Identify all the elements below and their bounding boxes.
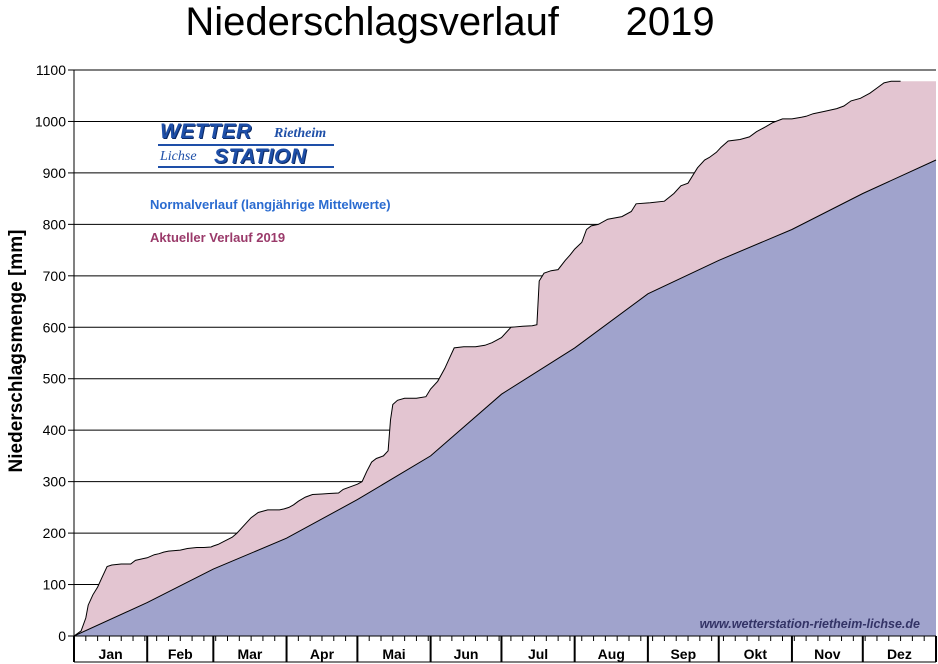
tick-labels: 0 100 200 300 400 500 600 700 800 900 1000 1100 Jan F… bbox=[35, 62, 912, 662]
wetterstation-logo: WETTER Rietheim Lichse STATION bbox=[158, 120, 338, 172]
month-label: Jun bbox=[454, 646, 479, 662]
area-series bbox=[73, 80, 937, 637]
axes bbox=[68, 69, 937, 663]
month-label: Nov bbox=[814, 646, 841, 662]
y-tick-label: 0 bbox=[58, 628, 66, 644]
footer-url: www.wetterstation-rietheim-lichse.de bbox=[699, 617, 920, 631]
y-tick-label: 900 bbox=[43, 165, 67, 181]
logo-word-wetter: WETTER bbox=[160, 120, 252, 143]
y-tick-label: 200 bbox=[43, 525, 67, 541]
y-tick-label: 600 bbox=[43, 319, 67, 335]
month-label: Mai bbox=[382, 646, 405, 662]
chart-title: Niederschlagsverlauf bbox=[185, 0, 559, 44]
logo-word-station: STATION bbox=[214, 145, 307, 168]
chart-title-row: Niederschlagsverlauf 2019 bbox=[0, 0, 900, 45]
y-tick-label: 300 bbox=[43, 474, 67, 490]
month-label: Feb bbox=[168, 646, 193, 662]
actual-line bbox=[73, 80, 901, 637]
month-label: Okt bbox=[744, 646, 768, 662]
chart-year: 2019 bbox=[625, 0, 715, 44]
logo-word-lichse: Lichse bbox=[160, 149, 197, 164]
y-tick-label: 700 bbox=[43, 268, 67, 284]
y-tick-label: 100 bbox=[43, 577, 67, 593]
y-tick-label: 400 bbox=[43, 422, 67, 438]
month-label: Jan bbox=[99, 646, 123, 662]
month-label: Mar bbox=[237, 646, 262, 662]
legend-actual: Aktueller Verlauf 2019 bbox=[150, 230, 286, 245]
y-tick-label: 1100 bbox=[36, 62, 66, 78]
month-label: Dez bbox=[887, 646, 912, 662]
month-label: Sep bbox=[670, 646, 696, 662]
y-tick-label: 800 bbox=[43, 216, 67, 232]
normal-line bbox=[73, 159, 937, 637]
y-tick-label: 500 bbox=[43, 371, 67, 387]
month-label: Aug bbox=[598, 646, 625, 662]
normal-area bbox=[74, 160, 936, 636]
legend-normal: Normalverlauf (langjährige Mittelwerte) bbox=[150, 197, 391, 212]
logo-rule-bottom bbox=[158, 166, 334, 168]
y-axis-label: Niederschlagsmenge [mm] bbox=[6, 229, 27, 473]
month-label: Apr bbox=[310, 646, 335, 662]
y-tick-label: 1000 bbox=[35, 113, 66, 129]
month-label: Jul bbox=[528, 646, 548, 662]
logo-rule-top bbox=[158, 144, 334, 146]
logo-word-rietheim: Rietheim bbox=[274, 126, 327, 141]
